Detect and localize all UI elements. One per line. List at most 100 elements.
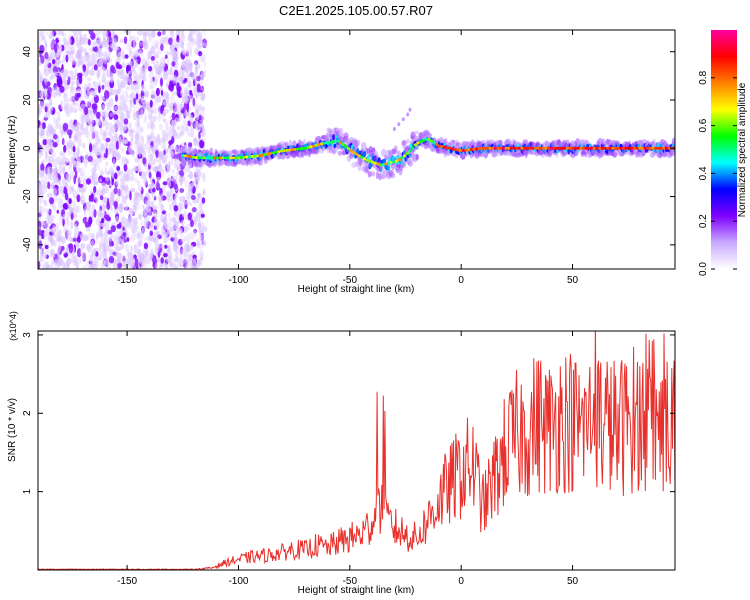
noise-blob xyxy=(105,126,108,134)
ridge-spur xyxy=(406,112,410,117)
noise-blob xyxy=(124,243,129,251)
noise-blob xyxy=(142,204,145,209)
noise-blob xyxy=(105,98,111,107)
ridge-core xyxy=(386,161,391,165)
noise-blob xyxy=(141,83,147,93)
noise-blob xyxy=(145,205,151,213)
noise-blob xyxy=(49,125,55,134)
noise-blob xyxy=(179,196,185,202)
noise-blob xyxy=(146,121,152,129)
x-tick-label: 0 xyxy=(458,275,464,286)
noise-blob xyxy=(115,120,120,126)
noise-blob xyxy=(180,75,184,85)
noise-blob xyxy=(71,57,75,66)
ridge-core xyxy=(346,147,351,151)
noise-blob xyxy=(132,35,136,43)
noise-blob xyxy=(52,251,56,259)
noise-blob xyxy=(113,187,118,195)
noise-blob xyxy=(87,155,93,162)
noise-blob xyxy=(115,247,118,257)
noise-blob xyxy=(184,210,187,215)
noise-blob xyxy=(107,229,113,235)
noise-blob xyxy=(71,80,76,86)
noise-blob xyxy=(138,171,142,177)
noise-blob xyxy=(111,38,117,45)
ridge-core xyxy=(186,154,190,158)
noise-blob xyxy=(40,169,45,178)
x-tick-label: -150 xyxy=(117,275,137,286)
noise-blob xyxy=(133,97,137,105)
noise-blob xyxy=(70,30,76,33)
noise-blob xyxy=(76,60,81,68)
noise-blob xyxy=(129,233,132,242)
noise-blob xyxy=(172,129,178,138)
noise-blob xyxy=(43,113,49,119)
colorbar-label: Normalized spectral amplitude xyxy=(737,82,748,217)
noise-blob xyxy=(95,118,99,128)
noise-blob xyxy=(135,132,140,142)
y-tick-label: -40 xyxy=(22,237,33,252)
noise-blob xyxy=(129,190,132,201)
noise-blob xyxy=(174,99,179,108)
noise-blob xyxy=(61,68,67,77)
noise-blob xyxy=(99,168,104,176)
noise-blob xyxy=(120,112,125,122)
noise-blob xyxy=(46,139,52,145)
noise-blob xyxy=(50,30,54,37)
noise-blob xyxy=(58,216,62,225)
noise-blob xyxy=(174,265,178,269)
ridge-core xyxy=(528,146,532,150)
noise-blob xyxy=(116,165,121,171)
noise-blob xyxy=(112,260,118,269)
ridge-core xyxy=(565,146,570,150)
noise-blob xyxy=(202,42,208,48)
noise-blob xyxy=(116,255,120,263)
noise-blob xyxy=(98,118,102,126)
noise-blob xyxy=(66,142,72,149)
noise-blob xyxy=(152,210,157,217)
noise-blob xyxy=(70,211,74,221)
ridge-halo xyxy=(415,153,419,161)
noise-blob xyxy=(81,155,86,164)
noise-blob xyxy=(117,152,121,161)
noise-blob xyxy=(189,230,195,241)
noise-blob xyxy=(47,181,51,189)
noise-blob xyxy=(88,143,93,153)
noise-blob xyxy=(68,206,74,213)
ridge-core xyxy=(662,146,666,150)
noise-blob xyxy=(120,241,125,250)
noise-blob xyxy=(113,172,118,180)
noise-blob xyxy=(128,121,133,128)
ridge-core xyxy=(616,146,621,150)
ridge-core xyxy=(304,146,308,150)
noise-blob xyxy=(163,149,166,156)
colorbar-tick-label: 0.4 xyxy=(698,166,709,180)
ridge-halo xyxy=(359,161,363,166)
noise-blob xyxy=(178,36,184,44)
ridge-spur xyxy=(401,117,405,122)
ridge-halo xyxy=(405,138,411,143)
ridge-core xyxy=(536,146,540,150)
noise-blob xyxy=(160,192,164,202)
noise-blob xyxy=(137,251,141,261)
noise-blob xyxy=(48,98,53,107)
ridge-core xyxy=(549,146,554,150)
noise-blob xyxy=(41,249,44,256)
noise-blob xyxy=(162,112,166,117)
noise-blob xyxy=(87,39,91,46)
noise-blob xyxy=(162,118,167,123)
noise-blob xyxy=(155,43,158,50)
ridge-core xyxy=(525,146,530,150)
noise-blob xyxy=(43,67,48,74)
noise-blob xyxy=(39,44,45,54)
noise-blob xyxy=(194,47,199,55)
noise-blob xyxy=(67,76,71,85)
noise-blob xyxy=(145,236,151,241)
ridge-core xyxy=(632,146,637,150)
noise-blob xyxy=(139,252,145,263)
noise-blob xyxy=(167,180,172,188)
noise-blob xyxy=(62,160,68,166)
ridge-halo xyxy=(284,141,289,147)
noise-blob xyxy=(174,214,180,220)
noise-blob xyxy=(169,75,173,82)
